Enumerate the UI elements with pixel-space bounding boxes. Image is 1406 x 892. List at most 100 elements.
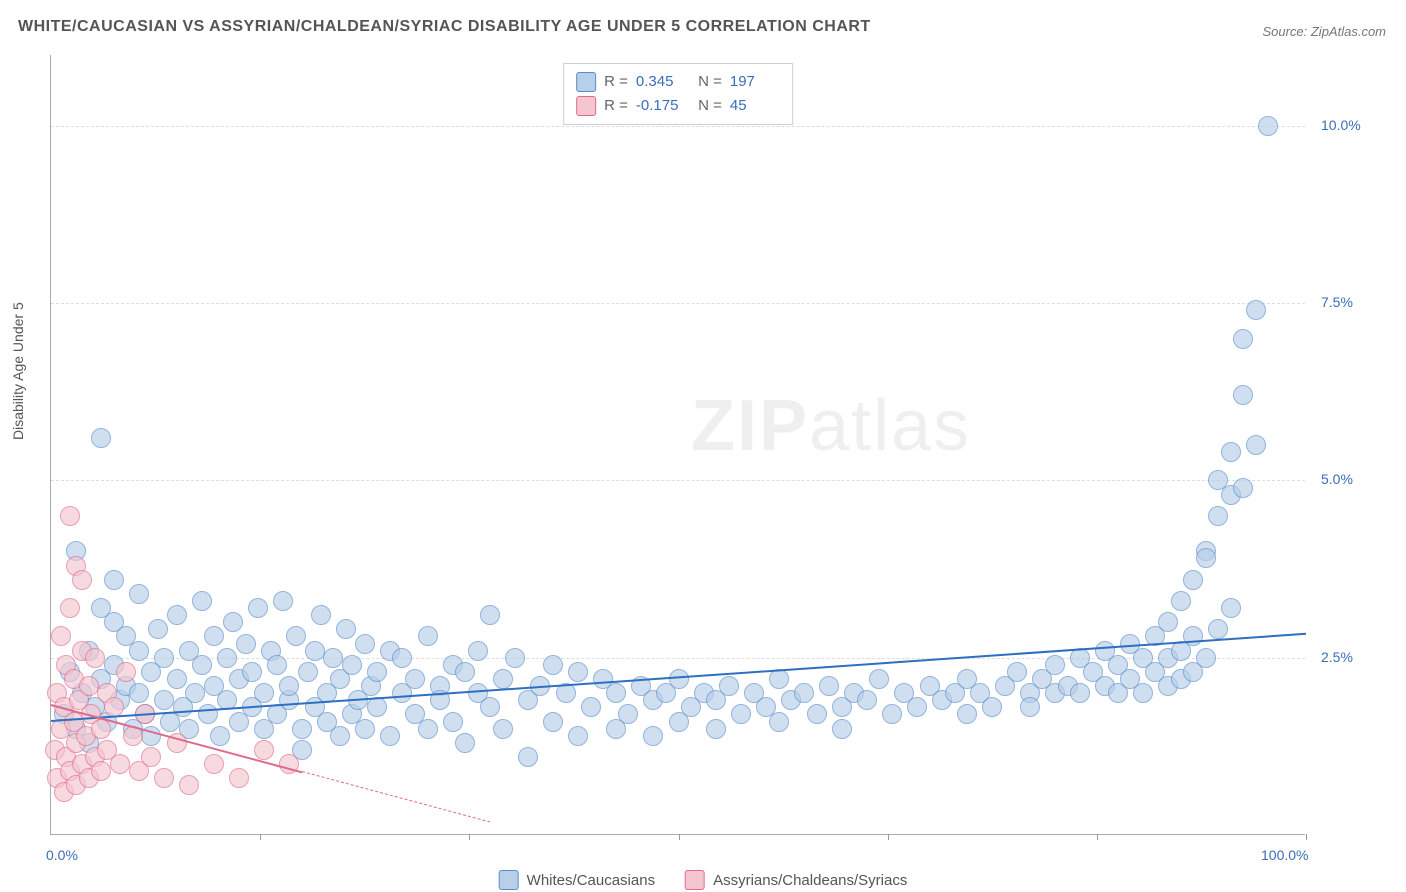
data-point [480, 605, 500, 625]
stat-r-label: R = [604, 70, 628, 94]
data-point [706, 719, 726, 739]
data-point [323, 648, 343, 668]
stats-row-blue: R = 0.345 N = 197 [576, 70, 780, 94]
data-point [242, 662, 262, 682]
legend-item-pink: Assyrians/Chaldeans/Syriacs [685, 870, 907, 890]
data-point [832, 719, 852, 739]
data-point [1133, 683, 1153, 703]
stat-n-label: N = [694, 94, 722, 118]
data-point [443, 712, 463, 732]
data-point [129, 683, 149, 703]
stats-row-pink: R = -0.175 N = 45 [576, 94, 780, 118]
data-point [719, 676, 739, 696]
data-point [1158, 612, 1178, 632]
data-point [568, 726, 588, 746]
data-point [1007, 662, 1027, 682]
data-point [286, 626, 306, 646]
data-point [455, 662, 475, 682]
data-point [254, 683, 274, 703]
data-point [91, 428, 111, 448]
swatch-blue [576, 72, 596, 92]
data-point [292, 719, 312, 739]
data-point [110, 754, 130, 774]
data-point [148, 619, 168, 639]
data-point [298, 662, 318, 682]
data-point [1246, 435, 1266, 455]
data-point [198, 704, 218, 724]
data-point [204, 626, 224, 646]
data-point [643, 726, 663, 746]
data-point [60, 506, 80, 526]
xtick [260, 834, 261, 840]
data-point [1183, 570, 1203, 590]
chart-title: WHITE/CAUCASIAN VS ASSYRIAN/CHALDEAN/SYR… [18, 18, 871, 36]
data-point [957, 704, 977, 724]
data-point [543, 655, 563, 675]
data-point [91, 761, 111, 781]
data-point [794, 683, 814, 703]
data-point [418, 626, 438, 646]
data-point [1246, 300, 1266, 320]
data-point [192, 655, 212, 675]
ytick-label: 10.0% [1321, 117, 1381, 133]
data-point [882, 704, 902, 724]
data-point [982, 697, 1002, 717]
data-point [104, 570, 124, 590]
source-label: Source: ZipAtlas.com [1262, 24, 1386, 39]
data-point [179, 775, 199, 795]
legend-label-pink: Assyrians/Chaldeans/Syriacs [713, 872, 907, 889]
xtick [888, 834, 889, 840]
stat-n-label: N = [694, 70, 722, 94]
data-point [581, 697, 601, 717]
data-point [1233, 478, 1253, 498]
legend: Whites/Caucasians Assyrians/Chaldeans/Sy… [499, 870, 908, 890]
data-point [1196, 548, 1216, 568]
data-point [204, 754, 224, 774]
gridline-h [51, 126, 1305, 127]
data-point [380, 726, 400, 746]
xtick [1097, 834, 1098, 840]
data-point [129, 584, 149, 604]
data-point [51, 626, 71, 646]
legend-swatch-pink [685, 870, 705, 890]
data-point [217, 648, 237, 668]
data-point [669, 669, 689, 689]
gridline-h [51, 303, 1305, 304]
data-point [154, 648, 174, 668]
gridline-h [51, 480, 1305, 481]
data-point [267, 655, 287, 675]
data-point [1208, 506, 1228, 526]
xtick-start-label: 0.0% [46, 847, 78, 863]
data-point [518, 747, 538, 767]
ytick-label: 5.0% [1321, 471, 1381, 487]
data-point [185, 683, 205, 703]
chart-plot-area: ZIPatlas R = 0.345 N = 197 R = -0.175 N … [50, 55, 1305, 835]
data-point [1221, 598, 1241, 618]
trend-line [302, 771, 491, 822]
data-point [468, 641, 488, 661]
data-point [367, 697, 387, 717]
data-point [229, 768, 249, 788]
data-point [279, 676, 299, 696]
data-point [543, 712, 563, 732]
data-point [1196, 648, 1216, 668]
data-point [355, 719, 375, 739]
stat-n-blue: 197 [730, 70, 780, 94]
data-point [1183, 626, 1203, 646]
data-point [154, 690, 174, 710]
stat-r-label: R = [604, 94, 628, 118]
data-point [141, 747, 161, 767]
data-point [311, 605, 331, 625]
data-point [355, 634, 375, 654]
data-point [154, 768, 174, 788]
xtick [469, 834, 470, 840]
data-point [1233, 385, 1253, 405]
data-point [505, 648, 525, 668]
stat-n-pink: 45 [730, 94, 780, 118]
data-point [167, 669, 187, 689]
data-point [1221, 442, 1241, 462]
data-point [807, 704, 827, 724]
data-point [568, 662, 588, 682]
data-point [367, 662, 387, 682]
data-point [392, 648, 412, 668]
